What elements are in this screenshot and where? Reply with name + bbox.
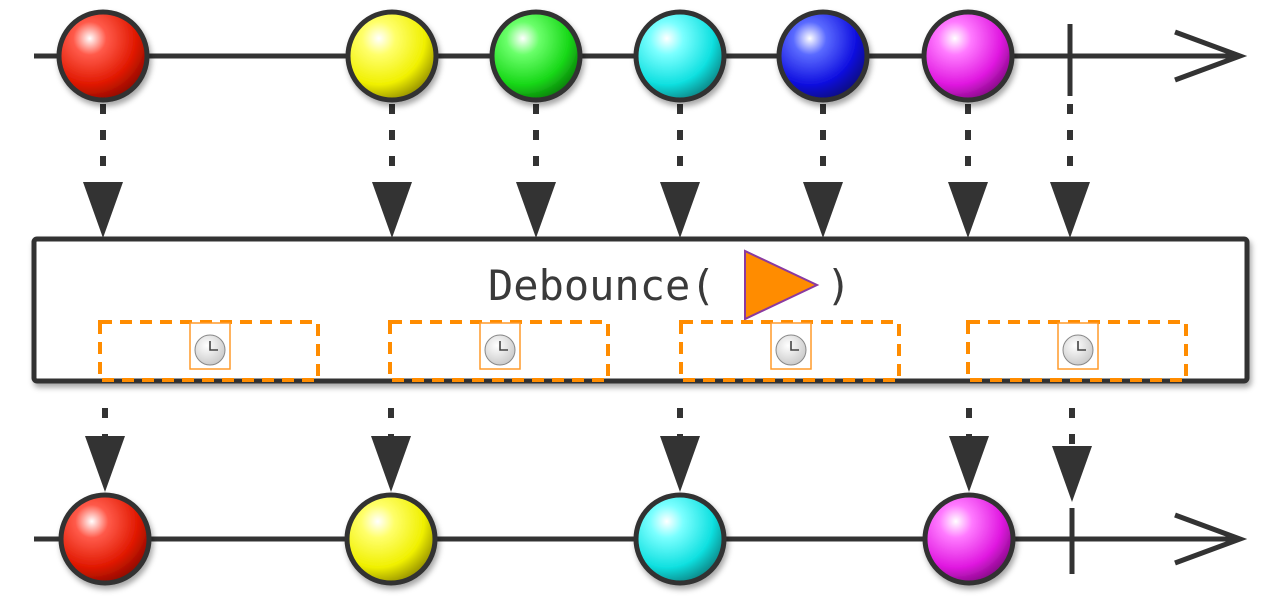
down-arrow-icon: [803, 104, 843, 238]
output-timeline-arrowhead: [1174, 512, 1248, 566]
input-marble: [921, 9, 1015, 103]
clock-icon: [770, 322, 812, 370]
operator-closing-paren: ): [826, 261, 851, 310]
down-arrow-icon: [948, 104, 988, 238]
down-arrow-icon: [85, 408, 125, 492]
clock-icon: [479, 322, 521, 370]
down-arrow-icon: [371, 408, 411, 492]
input-marble: [776, 9, 870, 103]
input-marble: [633, 9, 727, 103]
down-arrow-icon: [372, 104, 412, 238]
operator-box: Debounce( ): [31, 236, 1250, 384]
debounce-timer-window: [98, 320, 320, 382]
input-marble: [56, 9, 150, 103]
output-marble: [344, 492, 438, 586]
down-arrow-icon: [949, 408, 989, 492]
arrows-layer: [83, 104, 1092, 502]
output-marble: [633, 492, 727, 586]
timers-layer: [98, 320, 1188, 382]
output-marbles: [58, 492, 1016, 586]
operator-name: Debounce(: [488, 261, 716, 310]
input-marbles: [56, 9, 1015, 103]
output-marble: [922, 492, 1016, 586]
down-arrow-icon: [516, 104, 556, 238]
debounce-timer-window: [679, 320, 901, 382]
output-marble: [58, 492, 152, 586]
input-timeline-arrowhead: [1174, 29, 1248, 83]
down-arrow-icon: [660, 104, 700, 238]
down-arrow-icon: [1052, 408, 1092, 502]
down-arrow-icon: [1050, 104, 1090, 238]
debounce-timer-window: [388, 320, 610, 382]
debounce-timer-window: [966, 320, 1188, 382]
clock-icon: [189, 322, 231, 370]
clock-icon: [1057, 322, 1099, 370]
orange-triangle-icon: [744, 249, 820, 321]
input-marble: [489, 9, 583, 103]
down-arrow-icon: [83, 104, 123, 238]
down-arrow-icon: [660, 408, 700, 492]
input-marble: [345, 9, 439, 103]
